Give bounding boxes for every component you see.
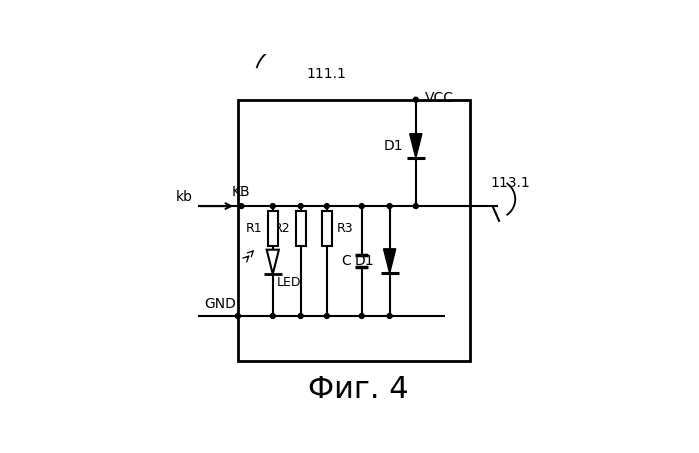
Circle shape (298, 313, 303, 318)
Text: R2: R2 (274, 222, 291, 235)
Text: GND: GND (204, 297, 236, 311)
Circle shape (359, 313, 364, 318)
Text: LED: LED (276, 276, 301, 289)
Circle shape (359, 204, 364, 208)
Circle shape (271, 313, 275, 318)
Text: R3: R3 (337, 222, 354, 235)
Circle shape (387, 313, 392, 318)
Text: D1: D1 (354, 254, 374, 268)
Text: C: C (342, 254, 352, 268)
Bar (322, 211, 332, 246)
Circle shape (298, 204, 303, 208)
Polygon shape (410, 134, 422, 158)
Text: kb: kb (175, 190, 192, 204)
Text: 111.1: 111.1 (307, 67, 347, 81)
Circle shape (324, 204, 329, 208)
Text: KB: KB (232, 185, 251, 199)
Circle shape (271, 204, 275, 208)
Text: VCC: VCC (424, 91, 454, 105)
Polygon shape (384, 249, 396, 273)
Text: 113.1: 113.1 (490, 176, 530, 190)
Text: D1: D1 (384, 139, 403, 153)
Polygon shape (267, 250, 279, 274)
Circle shape (239, 204, 244, 208)
Text: R1: R1 (246, 222, 263, 235)
Circle shape (387, 204, 392, 208)
Circle shape (324, 313, 329, 318)
Bar (268, 211, 278, 246)
Circle shape (413, 97, 418, 102)
Circle shape (413, 204, 418, 208)
Text: Фиг. 4: Фиг. 4 (308, 375, 408, 404)
Circle shape (236, 313, 240, 318)
Bar (238, 100, 470, 361)
Bar (296, 211, 305, 246)
